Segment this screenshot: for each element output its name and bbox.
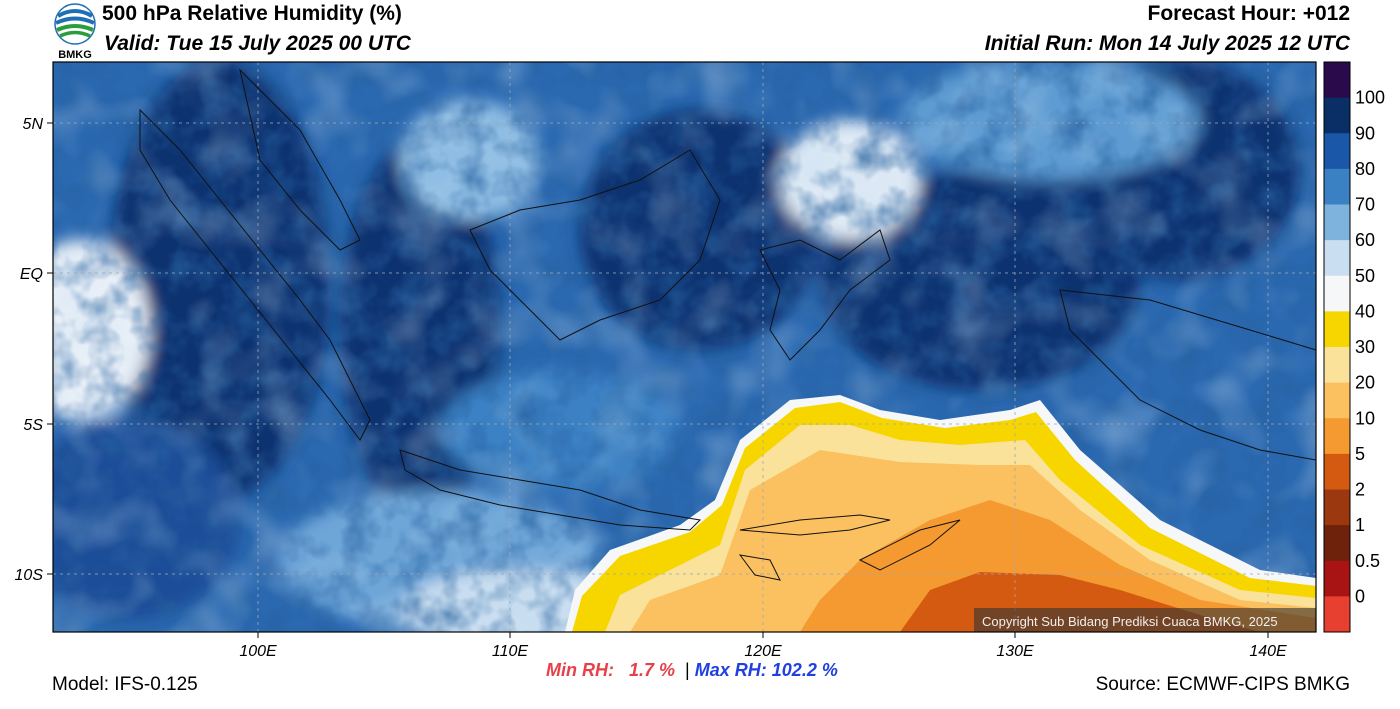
y-tick-5n: 5N — [23, 116, 44, 133]
rh-stats: Min RH: 1.7 % | Max RH: 102.2 % — [546, 660, 838, 681]
x-tick-120e: 120E — [744, 643, 782, 660]
y-tick-10s: 10S — [15, 567, 44, 584]
colorbar: 100 90 80 70 60 50 40 30 20 10 5 2 1 0.5 0 — [1323, 61, 1385, 633]
colorbar-label: 100 — [1355, 88, 1385, 108]
colorbar-swatch — [1324, 418, 1350, 455]
colorbar-label: 2 — [1355, 480, 1365, 500]
colorbar-swatch — [1324, 275, 1350, 312]
colorbar-label: 1 — [1355, 515, 1365, 535]
colorbar-swatch — [1324, 489, 1350, 526]
stats-separator: | — [685, 660, 690, 680]
colorbar-label: 0.5 — [1355, 551, 1380, 571]
initial-run: Initial Run: Mon 14 July 2025 12 UTC — [984, 32, 1350, 55]
forecast-hour: Forecast Hour: +012 — [1147, 2, 1351, 25]
copyright-text: Copyright Sub Bidang Prediksi Cuaca BMKG… — [982, 614, 1278, 629]
colorbar-swatch — [1324, 204, 1350, 241]
source-label: Source: ECMWF-CIPS BMKG — [1095, 674, 1350, 695]
colorbar-swatch — [1324, 133, 1350, 170]
colorbar-label: 70 — [1355, 195, 1375, 215]
colorbar-swatch — [1324, 453, 1350, 490]
min-rh-value: 1.7 % — [629, 660, 676, 680]
colorbar-label: 60 — [1355, 230, 1375, 250]
y-tick-eq: EQ — [20, 266, 43, 283]
map-grid — [53, 62, 1316, 632]
max-rh-label: Max RH: — [694, 660, 767, 680]
colorbar-swatch — [1324, 347, 1350, 384]
colorbar-swatch — [1324, 97, 1350, 134]
colorbar-swatch — [1324, 311, 1350, 348]
colorbar-swatch — [1324, 560, 1350, 597]
colorbar-label: 10 — [1355, 408, 1375, 428]
max-rh-value: 102.2 % — [771, 660, 838, 680]
colorbar-swatch — [1324, 62, 1350, 99]
colorbar-label: 20 — [1355, 373, 1375, 393]
map-frame — [52, 61, 1317, 633]
x-tick-100e: 100E — [239, 643, 277, 660]
colorbar-label: 0 — [1355, 586, 1365, 606]
model-label: Model: IFS-0.125 — [52, 674, 198, 695]
colorbar-label: 40 — [1355, 301, 1375, 321]
y-tick-5s: 5S — [23, 417, 43, 434]
map-field: Copyright Sub Bidang Prediksi Cuaca BMKG… — [53, 62, 1316, 632]
x-tick-130e: 130E — [996, 643, 1034, 660]
x-tick-140e: 140E — [1249, 643, 1287, 660]
bmkg-logo: BMKG — [54, 3, 96, 60]
colorbar-swatch — [1324, 382, 1350, 419]
coastlines — [139, 68, 1316, 581]
colorbar-label: 30 — [1355, 337, 1375, 357]
colorbar-label: 50 — [1355, 266, 1375, 286]
colorbar-label: 5 — [1355, 444, 1365, 464]
svg-text:BMKG: BMKG — [58, 49, 92, 60]
valid-time: Valid: Tue 15 July 2025 00 UTC — [104, 32, 411, 55]
colorbar-swatch — [1324, 168, 1350, 205]
colorbar-label: 90 — [1355, 123, 1375, 143]
colorbar-swatch — [1324, 525, 1350, 562]
x-tick-110e: 110E — [492, 643, 529, 660]
colorbar-swatch — [1324, 240, 1350, 277]
chart-title: 500 hPa Relative Humidity (%) — [102, 2, 402, 25]
colorbar-label: 80 — [1355, 159, 1375, 179]
min-rh-label: Min RH: — [546, 660, 614, 680]
colorbar-swatch — [1324, 596, 1350, 633]
colorbar-frame — [1323, 61, 1351, 633]
